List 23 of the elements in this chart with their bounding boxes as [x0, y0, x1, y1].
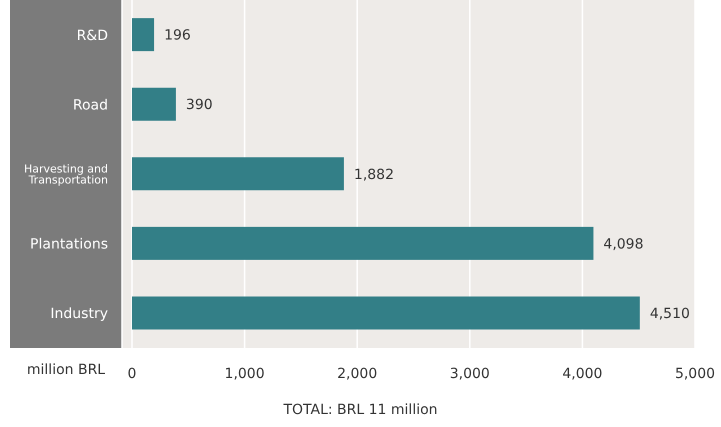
data-label: 4,510: [650, 306, 690, 322]
bar: [132, 296, 640, 330]
bar: [132, 18, 154, 52]
y-tick-label: Harvesting and Transportation: [24, 162, 108, 186]
x-tick-label: 4,000: [562, 366, 602, 382]
data-label: 196: [164, 28, 191, 44]
x-axis-title: million BRL: [26, 362, 106, 378]
text: TOTAL: BRL 11 million: [282, 402, 439, 418]
data-label: 4,098: [603, 236, 644, 252]
y-tick-label: Industry: [50, 306, 108, 322]
x-tick-label: 3,000: [450, 366, 490, 382]
x-tick-label: 0: [128, 366, 136, 382]
bar: [132, 88, 176, 121]
x-tick-label: 5,000: [674, 366, 716, 382]
data-label: 1,882: [354, 166, 394, 183]
y-tick-label: Plantations: [30, 236, 108, 253]
data-label: 390: [186, 97, 213, 114]
x-tick-label: 1,000: [224, 366, 265, 382]
y-tick-label: R&D: [76, 28, 108, 44]
x-tick-label: 2,000: [337, 366, 378, 382]
y-tick-label: Road: [72, 97, 108, 114]
bar: [132, 226, 594, 260]
bar: [132, 157, 344, 190]
